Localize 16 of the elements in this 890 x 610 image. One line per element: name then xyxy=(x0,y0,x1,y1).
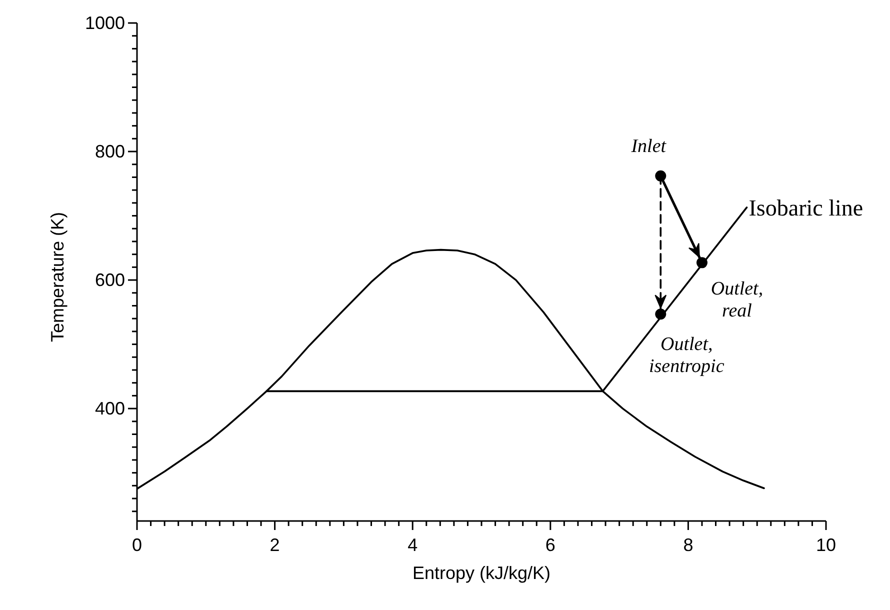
x-tick-label: 2 xyxy=(270,535,280,555)
y-tick-label: 600 xyxy=(94,270,125,290)
annotation: Inlet xyxy=(630,136,667,157)
x-tick-label: 8 xyxy=(683,535,694,555)
x-axis-title: Entropy (kJ/kg/K) xyxy=(412,563,551,583)
annotation: Isobaric line xyxy=(748,195,864,220)
x-tick-label: 10 xyxy=(816,535,836,555)
x-tick-label: 4 xyxy=(408,535,418,555)
y-axis-title: Temperature (K) xyxy=(47,212,68,342)
y-tick-label: 800 xyxy=(94,142,125,162)
annotation: Outlet, real xyxy=(710,278,764,322)
y-tick-label: 1000 xyxy=(84,13,125,33)
x-tick-label: 6 xyxy=(545,535,556,555)
x-tick-label: 0 xyxy=(132,535,142,555)
annotation: Outlet, isentropic xyxy=(648,334,725,378)
y-tick-label: 400 xyxy=(94,398,125,419)
